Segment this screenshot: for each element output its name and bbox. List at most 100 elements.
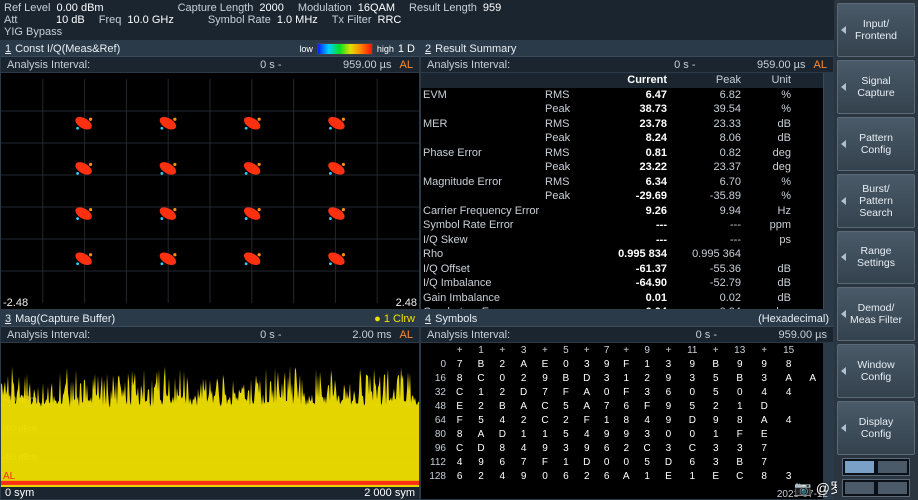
softkey-range-settings[interactable]: RangeSettings (837, 231, 915, 285)
rs-row: I/Q Offset-61.37-55.36dB (421, 262, 823, 277)
panel2-an-label: Analysis Interval: (427, 59, 616, 71)
capture-length-value: 2000 (259, 2, 283, 14)
rs-cell: 0.995 364 (667, 247, 741, 262)
rs-cell (545, 247, 593, 262)
rs-cell: dB (741, 291, 791, 306)
rs-head-unit: Unit (741, 73, 791, 88)
symbol-rate-value: 1.0 MHz (277, 14, 318, 26)
scrollbar[interactable] (823, 73, 833, 309)
softkey-signal-capture[interactable]: SignalCapture (837, 60, 915, 114)
softkey-display-config[interactable]: DisplayConfig (837, 401, 915, 455)
panel-symbols[interactable]: 4 Symbols (Hexadecimal) Analysis Interva… (420, 310, 834, 500)
rs-header-row: Current Peak Unit (421, 73, 823, 88)
softkey-window-config[interactable]: WindowConfig (837, 344, 915, 398)
svg-text:AL: AL (3, 471, 16, 482)
mag-plot[interactable]: -40 dBm-60 dBm-80 dBmAL (1, 343, 419, 487)
rs-cell (741, 247, 791, 262)
softkey-demod-meas-filter[interactable]: Demod/Meas Filter (837, 287, 915, 341)
modulation-label: Modulation (298, 2, 352, 14)
axis-max: 2.48 (396, 297, 417, 309)
rs-cell: -35.89 (667, 189, 741, 204)
freq-value: 10.0 GHz (127, 14, 173, 26)
panel1-trace: 1 D (398, 43, 415, 55)
display-layout-control[interactable] (837, 458, 915, 497)
rs-cell: Carrier Frequency Error (423, 204, 545, 219)
chevron-left-icon (841, 310, 846, 318)
rs-cell (423, 131, 545, 146)
att-label: Att (4, 14, 17, 26)
rs-cell: 0.81 (593, 146, 667, 161)
density-gradient-icon (317, 43, 373, 55)
capture-length-label: Capture Length (178, 2, 254, 14)
scrollbar[interactable] (823, 343, 833, 499)
rs-row: Peak-29.69-35.89% (421, 189, 823, 204)
panel-result-summary[interactable]: 2 Result Summary Analysis Interval: 0 s … (420, 40, 834, 310)
rs-cell: Peak (545, 131, 593, 146)
mag-foot-left: 0 sym (5, 487, 34, 499)
panel4-mode: (Hexadecimal) (758, 313, 829, 325)
mag-foot-right: 2 000 sym (364, 487, 415, 499)
symbol-row: 168C029BD312935B3AA (421, 371, 823, 385)
rs-cell (545, 262, 593, 277)
rs-cell (545, 218, 593, 233)
rs-cell: Rho (423, 247, 545, 262)
panel-mag-buffer[interactable]: 3 Mag(Capture Buffer) ● 1 Clrw Analysis … (0, 310, 420, 500)
rs-cell: 38.73 (593, 102, 667, 117)
chevron-left-icon (841, 424, 846, 432)
panel3-al-indicator: AL (400, 329, 413, 341)
symbol-row: 07B2AE039F139B998 (421, 357, 823, 371)
rs-cell: -64.90 (593, 276, 667, 291)
panel-constellation[interactable]: 1 Const I/Q(Meas&Ref) low high 1 D Analy… (0, 40, 420, 310)
rs-cell: --- (667, 218, 741, 233)
rs-cell: 6.47 (593, 88, 667, 103)
rs-cell: 39.54 (667, 102, 741, 117)
result-length-label: Result Length (409, 2, 477, 14)
panel2-an-from: 0 s - (616, 59, 696, 71)
constellation-plot[interactable]: -2.48 2.48 (1, 73, 419, 309)
panel1-num: 1 (5, 43, 11, 55)
panel4-an-label: Analysis Interval: (427, 329, 637, 341)
rs-cell: RMS (545, 175, 593, 190)
rs-row: Gain Imbalance0.010.02dB (421, 291, 823, 306)
gradient-low-label: low (299, 44, 313, 54)
softkey-bar: Input/FrontendSignalCapturePatternConfig… (834, 0, 918, 500)
softkey-input-frontend[interactable]: Input/Frontend (837, 3, 915, 57)
panel3-title: Mag(Capture Buffer) (15, 313, 115, 325)
rs-cell: I/Q Imbalance (423, 276, 545, 291)
symbol-row: 808AD1154993001FE (421, 427, 823, 441)
softkey-burst-pattern-search[interactable]: Burst/PatternSearch (837, 174, 915, 228)
rs-cell: Phase Error (423, 146, 545, 161)
rs-row: Peak23.2223.37deg (421, 160, 823, 175)
rs-row: MERRMS23.7823.33dB (421, 117, 823, 132)
rs-cell: 6.70 (667, 175, 741, 190)
rs-cell: 9.26 (593, 204, 667, 219)
rs-cell: --- (593, 233, 667, 248)
rs-cell: % (741, 189, 791, 204)
rs-cell: 6.82 (667, 88, 741, 103)
rs-row: I/Q Imbalance-64.90-52.79dB (421, 276, 823, 291)
rs-cell: dB (741, 117, 791, 132)
rs-cell: 23.37 (667, 160, 741, 175)
rs-cell: RMS (545, 146, 593, 161)
rs-row: Carrier Frequency Error9.269.94Hz (421, 204, 823, 219)
chevron-left-icon (841, 197, 846, 205)
rs-cell: 23.33 (667, 117, 741, 132)
rs-cell: Peak (545, 102, 593, 117)
symbol-row: 96CD8493962C3C337 (421, 441, 823, 455)
panel4-title: Symbols (435, 313, 477, 325)
panel3-num: 3 (5, 313, 11, 325)
chevron-left-icon (841, 140, 846, 148)
panel1-an-to: 959.00 µs (302, 59, 392, 71)
panel3-trace: ● 1 Clrw (374, 313, 415, 325)
rs-head-current: Current (593, 73, 667, 88)
ref-level-label: Ref Level (4, 2, 50, 14)
rs-cell: dB (741, 262, 791, 277)
rs-cell: -55.36 (667, 262, 741, 277)
rs-cell: Hz (741, 204, 791, 219)
rs-cell: --- (593, 218, 667, 233)
rs-cell: ppm (741, 218, 791, 233)
softkey-pattern-config[interactable]: PatternConfig (837, 117, 915, 171)
rs-cell: 23.22 (593, 160, 667, 175)
rs-cell (423, 102, 545, 117)
rs-cell: 8.06 (667, 131, 741, 146)
